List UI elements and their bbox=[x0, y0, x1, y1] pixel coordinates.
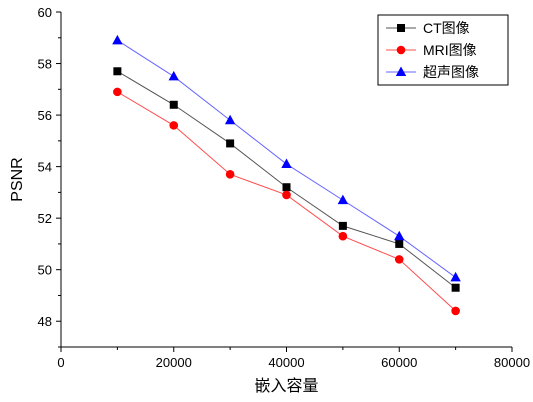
data-point bbox=[226, 139, 235, 148]
data-point bbox=[450, 271, 461, 282]
y-tick-label: 48 bbox=[38, 314, 52, 329]
y-tick-label: 60 bbox=[38, 5, 52, 20]
series-line bbox=[117, 91, 456, 312]
data-point bbox=[395, 239, 404, 248]
series-layer bbox=[112, 34, 461, 316]
x-tick-label: 40000 bbox=[268, 355, 304, 370]
data-point bbox=[113, 87, 122, 97]
x-tick-label: 0 bbox=[57, 355, 64, 370]
data-point bbox=[224, 114, 236, 125]
data-point bbox=[282, 183, 291, 192]
data-point bbox=[451, 306, 460, 316]
y-axis-title: PSNR bbox=[9, 157, 26, 201]
data-point bbox=[281, 158, 292, 169]
y-tick-label: 54 bbox=[38, 160, 52, 175]
data-point bbox=[451, 283, 460, 292]
series-3 bbox=[112, 34, 461, 282]
data-point bbox=[225, 170, 235, 179]
y-tick-label: 58 bbox=[38, 57, 52, 72]
data-point bbox=[282, 190, 291, 200]
legend-label: MRI图像 bbox=[423, 42, 477, 58]
data-point bbox=[394, 255, 404, 264]
data-point bbox=[394, 230, 405, 241]
series-line bbox=[117, 70, 456, 289]
legend-marker bbox=[395, 66, 407, 76]
y-tick-label: 50 bbox=[38, 263, 52, 278]
legend-label: 超声图像 bbox=[423, 64, 479, 80]
series-1 bbox=[113, 67, 460, 292]
data-point bbox=[169, 100, 178, 109]
x-axis-title: 嵌入容量 bbox=[254, 377, 318, 395]
legend-marker bbox=[396, 45, 406, 55]
legend-marker bbox=[397, 24, 405, 32]
legend-label: CT图像 bbox=[423, 20, 470, 36]
axes: 0 20000 40000 60000 80000 48 50 52 54 56 58 60 bbox=[38, 5, 531, 370]
y-tick-label: 56 bbox=[38, 108, 52, 123]
y-tick-label: 52 bbox=[38, 211, 52, 226]
data-point bbox=[168, 70, 179, 81]
x-tick-label: 80000 bbox=[494, 355, 530, 370]
x-tick-label: 20000 bbox=[156, 355, 192, 370]
data-point bbox=[337, 194, 349, 205]
x-tick-label: 60000 bbox=[381, 355, 417, 370]
data-point bbox=[169, 121, 179, 130]
data-point bbox=[113, 67, 122, 76]
data-point bbox=[338, 221, 347, 230]
data-point bbox=[112, 34, 123, 45]
series-2 bbox=[113, 87, 460, 316]
data-point bbox=[338, 231, 348, 241]
